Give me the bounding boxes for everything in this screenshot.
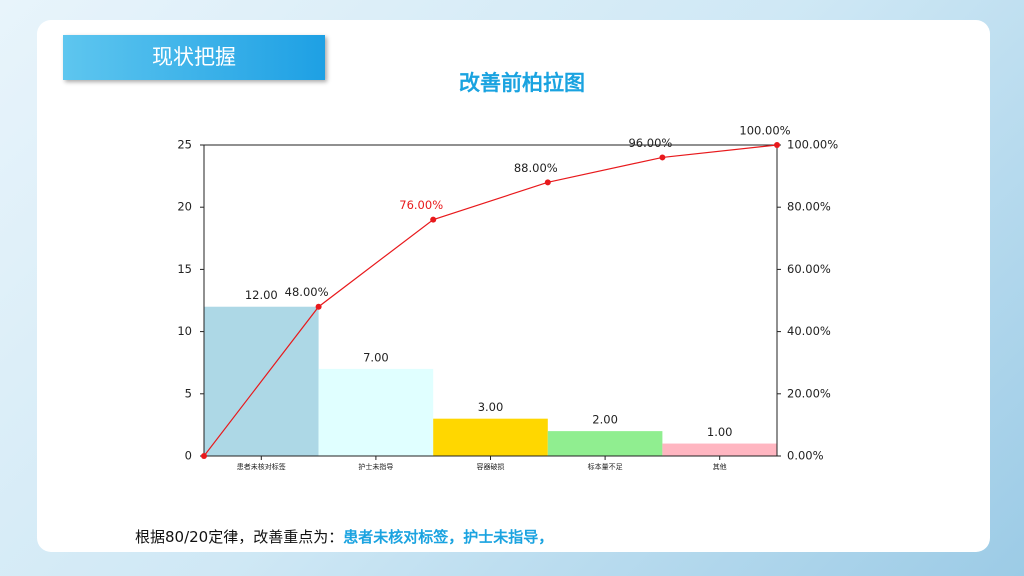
cumulative-label: 96.00% <box>628 136 672 150</box>
bar-value-label: 7.00 <box>363 350 389 364</box>
footer-text: 根据80/20定律，改善重点为： <box>135 528 344 546</box>
cumulative-point <box>774 142 780 148</box>
x-tick-label: 其他 <box>713 462 727 471</box>
bar-value-label: 1.00 <box>707 425 733 439</box>
cumulative-line <box>203 144 778 457</box>
footer-highlight: 患者未核对标签，护士未指导， <box>343 528 554 546</box>
cumulative-point <box>544 179 551 186</box>
bar <box>318 368 434 456</box>
x-tick-label: 容器破损 <box>477 462 505 471</box>
bar-value-label: 12.00 <box>245 288 278 302</box>
cumulative-label: 76.00% <box>399 198 443 212</box>
y2-tick-label: 20.00% <box>787 386 831 400</box>
chart-title: 改善前柏拉图 <box>459 71 585 95</box>
section-header: 现状把握 <box>63 35 325 80</box>
y2-tick-label: 60.00% <box>787 262 831 276</box>
footer: 根据80/20定律，改善重点为：患者未核对标签，护士未指导， <box>135 526 553 547</box>
bar-value-label: 3.00 <box>478 400 504 414</box>
cumulative-point <box>430 216 437 223</box>
y2-tick-label: 40.00% <box>787 324 831 338</box>
y-tick-label: 5 <box>185 386 192 400</box>
cumulative-point <box>315 303 322 310</box>
cumulative-point <box>659 154 666 161</box>
bar <box>662 443 777 456</box>
y-tick-label: 0 <box>185 449 192 463</box>
y2-tick-label: 100.00% <box>787 138 838 152</box>
y-tick-label: 15 <box>177 262 192 276</box>
y-tick-label: 25 <box>177 138 192 152</box>
panel <box>37 20 990 552</box>
y2-tick-label: 0.00% <box>787 449 824 463</box>
y2-tick-label: 80.00% <box>787 200 831 214</box>
cumulative-label: 88.00% <box>514 161 558 175</box>
cumulative-label: 100.00% <box>739 124 790 138</box>
x-tick-label: 护士未指导 <box>358 462 393 471</box>
y-tick-label: 10 <box>177 324 192 338</box>
cumulative-label: 48.00% <box>285 285 329 299</box>
x-tick-label: 患者未核对标签 <box>237 462 286 471</box>
bar <box>433 418 548 456</box>
bar <box>547 431 663 456</box>
plot-frame <box>203 144 778 457</box>
cumulative-point <box>201 453 207 459</box>
y-tick-label: 20 <box>177 200 192 214</box>
bar-value-label: 2.00 <box>592 413 618 427</box>
x-tick-label: 标本量不足 <box>588 462 623 471</box>
